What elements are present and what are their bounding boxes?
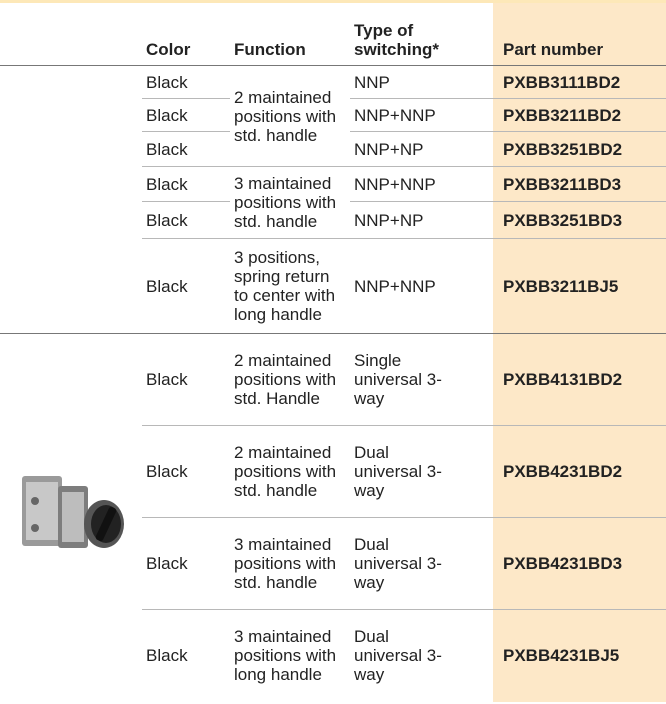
table-row: Black 2 maintained positions with std. ha… (0, 425, 666, 518)
switching-cell: NNP+NNP (350, 166, 493, 202)
color-cell: Black (142, 425, 230, 518)
header-row: Color Function Type of switching* Part n… (0, 3, 666, 66)
screw (31, 496, 39, 505)
image-header (0, 3, 142, 66)
part-number-cell: PXBB3251BD2 (493, 131, 666, 167)
table-row: Black 3 positions, spring return to cente… (0, 238, 666, 334)
part-number-cell: PXBB4231BD3 (493, 517, 666, 610)
switching-header: Type of switching* (350, 3, 493, 66)
switching-cell: NNP+NP (350, 131, 493, 167)
table-row: Black NNP+NNP PXBB3211BD2 (0, 98, 666, 132)
mount-face (62, 491, 84, 542)
switching-text: NNP+NP (354, 210, 424, 230)
screw (31, 523, 39, 532)
function-cell: 3 maintained positions with std. handle (230, 517, 350, 610)
switching-cell: Dual universal 3-way (350, 425, 493, 518)
part-number-cell: PXBB3211BD3 (493, 166, 666, 202)
function-cell: 2 maintained positions with std. handle (230, 65, 350, 167)
top-rule (0, 0, 666, 3)
switching-text: NNP (354, 72, 390, 92)
part-number-cell: PXBB4131BD2 (493, 333, 666, 426)
function-cell: 3 maintained positions with std. handle (230, 166, 350, 239)
table-body: Black 2 maintained positions with std. ha… (0, 65, 666, 702)
switch-image (22, 475, 124, 548)
color-cell: Black (142, 517, 230, 610)
color-cell: Black (142, 333, 230, 426)
handle (95, 506, 117, 541)
color-cell: Black (142, 238, 230, 334)
switching-cell: NNP (350, 65, 493, 99)
part-header: Part number (493, 3, 666, 66)
table-row: Black 2 maintained positions with std. Ha… (0, 333, 666, 702)
switching-header-text: Type of switching* (354, 21, 440, 59)
table-row: Black 3 maintained positions with std. ha… (0, 517, 666, 610)
switching-cell: NNP+NNP (350, 238, 493, 334)
switching-text: NNP+NNP (354, 105, 436, 125)
product-table: Color Function Type of switching* Part n… (0, 3, 666, 702)
switching-text: Dual universal 3-way (354, 443, 442, 500)
color-cell: Black (142, 65, 230, 99)
function-cell: 2 maintained positions with std. handle (230, 425, 350, 518)
color-cell: Black (142, 201, 230, 239)
switching-text: Dual universal 3-way (354, 627, 442, 685)
color-cell: Black (142, 131, 230, 167)
table-row: Black NNP+NP PXBB3251BD2 (0, 131, 666, 167)
switching-text: NNP+NP (354, 139, 424, 159)
switching-cell: Dual universal 3-way (350, 609, 493, 702)
part-number-cell: PXBB4231BJ5 (493, 609, 666, 702)
image-cell (0, 333, 142, 702)
part-number-cell: PXBB3211BJ5 (493, 238, 666, 334)
switching-cell: Dual universal 3-way (350, 517, 493, 610)
switching-text: NNP+NNP (354, 276, 436, 296)
switching-text: Single universal 3-way (354, 351, 442, 408)
function-cell: 2 maintained positions with std. Handle (230, 333, 350, 426)
switching-text: NNP+NNP (354, 174, 436, 194)
switching-cell: Single universal 3-way (350, 333, 493, 426)
function-cell: 3 positions, spring return to center wit… (230, 238, 350, 334)
color-cell: Black (142, 98, 230, 132)
part-number-cell: PXBB3111BD2 (493, 65, 666, 99)
switching-cell: NNP+NP (350, 201, 493, 239)
color-header: Color (146, 40, 191, 59)
switching-text: Dual universal 3-way (354, 535, 442, 592)
table-row: Black NNP+NP PXBB3251BD3 (0, 201, 666, 239)
part-number-cell: PXBB3211BD2 (493, 98, 666, 132)
color-cell: Black (142, 609, 230, 702)
switching-cell: NNP+NNP (350, 98, 493, 132)
image-cell (0, 65, 142, 334)
function-cell: 3 maintained positions with long handle (230, 609, 350, 702)
color-cell: Black (142, 166, 230, 202)
part-number-cell: PXBB4231BD2 (493, 425, 666, 518)
function-header: Function (234, 40, 306, 59)
part-number-cell: PXBB3251BD3 (493, 201, 666, 239)
table-row: Black 3 maintained positions with std. ha… (0, 166, 666, 239)
contact-face (26, 481, 58, 540)
table-row: Black 3 maintained positions with long ha… (0, 609, 666, 702)
table-row: Black 2 maintained positions with std. ha… (0, 65, 666, 334)
